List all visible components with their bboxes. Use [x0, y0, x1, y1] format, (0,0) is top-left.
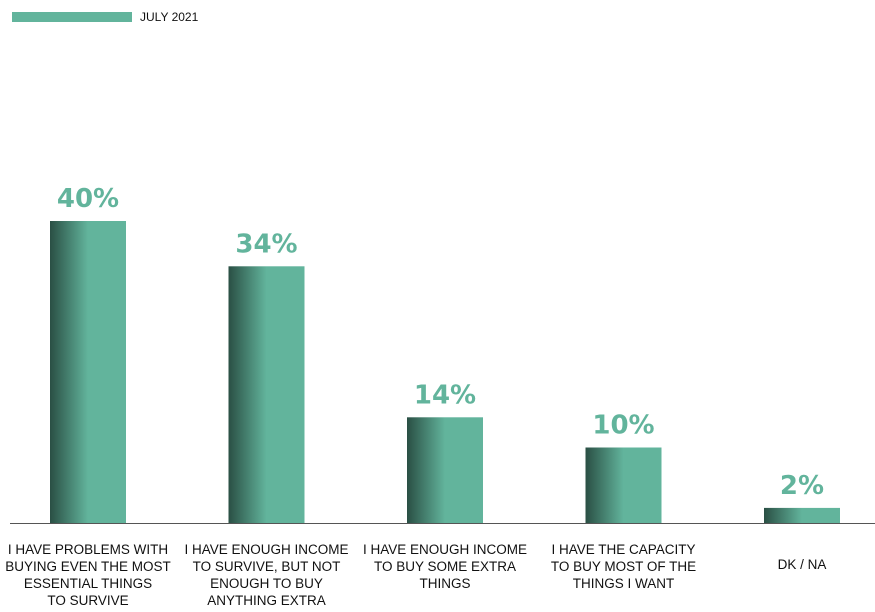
category-label-line: I HAVE ENOUGH INCOME: [184, 542, 348, 557]
bar-3: [407, 417, 483, 523]
category-label-5: DK / NA: [778, 557, 827, 572]
value-label-5: 2%: [780, 471, 824, 501]
category-label-line: ESSENTIAL THINGS: [24, 576, 152, 591]
category-label-line: I HAVE THE CAPACITY: [551, 542, 695, 557]
bars-layer: [50, 221, 840, 523]
legend-swatch: [12, 12, 132, 22]
bar-2: [228, 266, 305, 523]
category-label-line: TO BUY MOST OF THE: [551, 559, 696, 574]
category-label-line: TO SURVIVE, BUT NOT: [193, 559, 341, 574]
legend-label: JULY 2021: [140, 10, 199, 24]
category-label-line: TO BUY SOME EXTRA: [374, 559, 516, 574]
value-label-3: 14%: [414, 380, 476, 410]
bar-4: [585, 447, 662, 523]
value-label-2: 34%: [235, 229, 297, 259]
category-label-4: I HAVE THE CAPACITY TO BUY MOST OF THE THI…: [551, 542, 696, 591]
category-label-2: I HAVE ENOUGH INCOME TO SURVIVE, BUT NOT E…: [184, 542, 348, 608]
category-label-line: ENOUGH TO BUY: [210, 576, 323, 591]
category-label-line: I HAVE ENOUGH INCOME: [363, 542, 527, 557]
category-label-line: BUYING EVEN THE MOST: [5, 559, 171, 574]
labels-layer: 40% I HAVE PROBLEMS WITH BUYING EVEN THE M…: [5, 184, 826, 608]
bar-1: [50, 221, 126, 523]
legend: JULY 2021: [12, 8, 198, 26]
bar-5: [764, 507, 840, 523]
category-label-line: I HAVE PROBLEMS WITH: [8, 542, 168, 557]
category-label-1: I HAVE PROBLEMS WITH BUYING EVEN THE MOST…: [5, 542, 171, 608]
value-label-4: 10%: [592, 411, 654, 441]
value-label-1: 40%: [57, 184, 119, 214]
category-label-line: TO SURVIVE: [47, 593, 128, 608]
category-label-line: THINGS I WANT: [573, 576, 675, 591]
category-label-line: DK / NA: [778, 557, 827, 572]
category-label-line: THINGS: [419, 576, 470, 591]
category-label-line: ANYTHING EXTRA: [207, 593, 326, 608]
category-label-3: I HAVE ENOUGH INCOME TO BUY SOME EXTRA THI…: [363, 542, 527, 591]
